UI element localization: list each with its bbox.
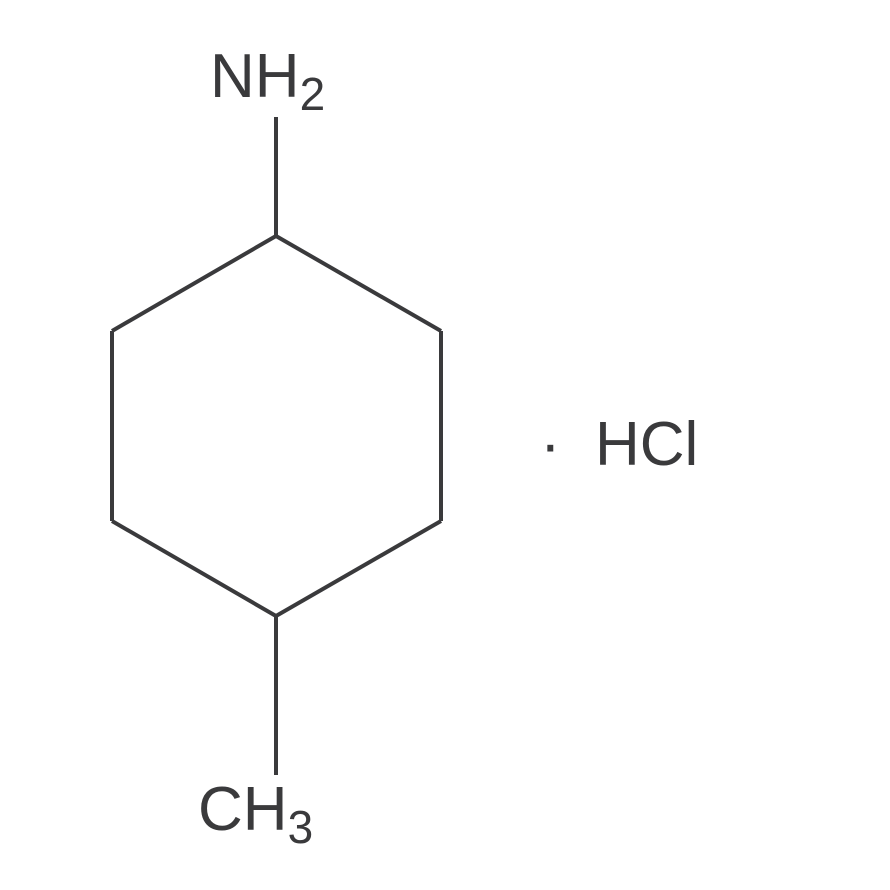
bonds-group: [112, 117, 441, 775]
chemical-structure-diagram: NH2 CH3 · HCl: [0, 0, 890, 890]
bond: [112, 521, 276, 616]
amine-label: NH2: [210, 42, 325, 120]
hcl-label: HCl: [595, 410, 698, 479]
methyl-label: CH3: [198, 775, 313, 853]
bond: [112, 236, 276, 331]
atom-labels-group: NH2 CH3 · HCl: [198, 42, 698, 853]
bond: [276, 236, 441, 331]
bond: [276, 521, 441, 616]
salt-dot: ·: [540, 410, 561, 479]
